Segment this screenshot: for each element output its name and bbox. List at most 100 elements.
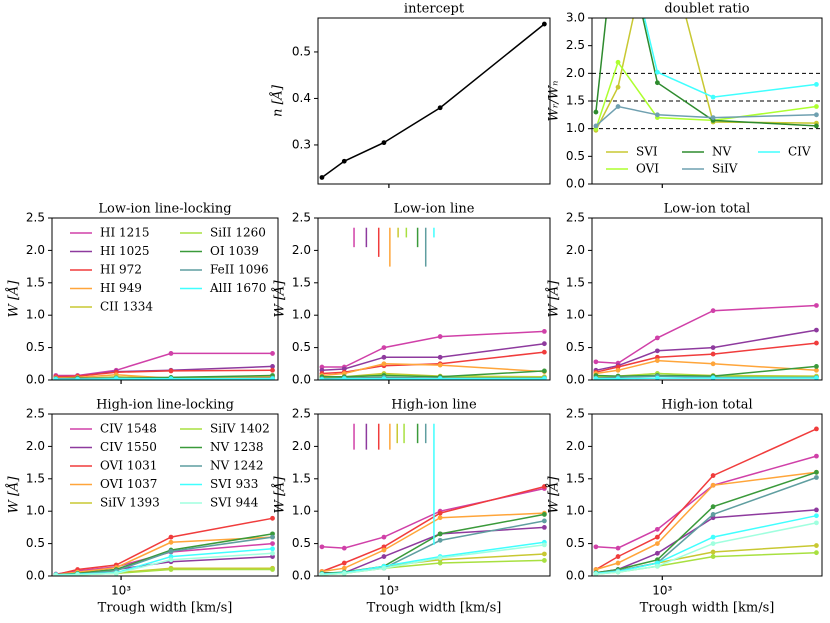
axes-frame — [591, 413, 823, 577]
data-point — [541, 525, 547, 530]
data-point — [319, 175, 325, 180]
y-tick-label: 0.0 — [566, 569, 585, 583]
y-tick-label: 0.5 — [292, 44, 311, 58]
data-point — [615, 569, 621, 575]
legend-label: CIV 1550 — [100, 440, 157, 454]
panel: intercept 0.3 0.4 0.5 n [Å] — [270, 2, 551, 188]
data-point — [814, 520, 819, 526]
data-point — [437, 362, 443, 368]
data-point — [541, 329, 547, 334]
data-point — [437, 510, 443, 516]
y-tick-label: 2.0 — [26, 439, 45, 453]
axes-frame — [591, 217, 823, 381]
data-point — [593, 544, 599, 550]
legend-label: SiII 1260 — [210, 226, 266, 240]
data-point — [710, 375, 716, 380]
data-point — [710, 345, 716, 350]
y-tick-label: 3.0 — [566, 11, 585, 25]
y-tick-label: 2.0 — [292, 439, 311, 453]
y-tick-label: 2.0 — [26, 243, 45, 257]
plot-area — [593, 18, 819, 133]
y-tick-label: 1.0 — [292, 308, 311, 322]
data-point — [437, 334, 443, 339]
y-axis-label: n [Å] — [270, 84, 286, 117]
data-point — [654, 375, 660, 380]
y-tick-label: 0.0 — [566, 177, 585, 191]
data-point — [270, 534, 275, 540]
series-line — [321, 377, 545, 380]
data-point — [654, 534, 660, 540]
legend: CIV 1548 CIV 1550 OVI 1031 OVI 1037 SiIV 139… — [70, 422, 270, 510]
y-tick-label: 0.5 — [292, 340, 311, 354]
x-tick-label: 10³ — [652, 584, 672, 598]
y-axis-label: W [Å] — [6, 280, 22, 318]
series-line — [321, 512, 545, 573]
data-point — [654, 348, 660, 354]
y-tick-label: 2.0 — [566, 66, 585, 80]
data-point — [168, 534, 174, 540]
data-point — [593, 359, 599, 365]
data-point — [168, 376, 174, 380]
legend-label: NV 1238 — [210, 440, 264, 454]
data-point — [270, 515, 275, 521]
data-point — [381, 554, 387, 559]
legend-label: SVI — [636, 145, 658, 159]
data-point — [710, 554, 716, 559]
data-point — [593, 109, 599, 115]
y-tick-label: 1.0 — [566, 308, 585, 322]
data-point — [615, 104, 621, 109]
data-point — [541, 558, 547, 563]
axes-frame — [51, 413, 279, 577]
series-line — [595, 377, 817, 380]
data-point — [710, 351, 716, 357]
data-point — [654, 550, 660, 556]
panel-title: High-ion line — [391, 398, 477, 413]
data-point — [168, 368, 174, 374]
data-point — [541, 484, 547, 489]
data-point — [814, 550, 819, 556]
y-tick-label: 2.5 — [566, 407, 585, 421]
data-point — [654, 541, 660, 546]
x-axis-label: Trough width [km/s] — [640, 601, 775, 616]
data-point — [168, 557, 174, 563]
y-tick-label: 2.0 — [566, 439, 585, 453]
data-point — [541, 551, 547, 557]
y-tick-label: 0.3 — [292, 137, 311, 151]
data-point — [710, 473, 716, 478]
legend-label: SiIV 1402 — [210, 422, 270, 436]
data-point — [168, 539, 174, 545]
y-tick-label: 1.5 — [26, 275, 45, 289]
data-point — [541, 512, 547, 517]
panel-title: High-ion line-locking — [96, 398, 234, 413]
data-point — [381, 547, 387, 553]
data-point — [437, 555, 443, 561]
panel: High-ion total 0.0 0.5 1.0 1.5 2.0 2.5 10³ Troug… — [546, 398, 823, 616]
y-tick-label: 0.5 — [566, 536, 585, 550]
data-point — [654, 112, 660, 118]
data-point — [710, 534, 716, 540]
y-tick-label: 2.0 — [566, 243, 585, 257]
x-tick-label: 10³ — [111, 584, 131, 598]
data-point — [381, 345, 387, 350]
y-tick-label: 1.5 — [26, 471, 45, 485]
y-tick-label: 0.0 — [566, 373, 585, 387]
data-point — [814, 363, 819, 369]
y-tick-label: 1.0 — [292, 504, 311, 518]
plot-area — [319, 227, 547, 380]
data-point — [654, 69, 660, 75]
legend-label: OVI 1031 — [100, 459, 157, 473]
panel: High-ion line-locking 0.0 0.5 1.0 1.5 2.0 2.5 1… — [6, 398, 279, 616]
y-axis-label: W [Å] — [6, 476, 22, 514]
data-point — [710, 94, 716, 100]
y-tick-label: 2.5 — [566, 211, 585, 225]
data-point — [75, 572, 80, 576]
legend-label: HI 1025 — [100, 244, 150, 258]
data-point — [615, 59, 621, 65]
legend-label: HI 972 — [100, 263, 142, 277]
data-point — [615, 84, 621, 90]
y-axis-label: W [Å] — [272, 476, 288, 514]
y-axis-label: W [Å] — [546, 280, 562, 318]
data-point — [615, 560, 621, 566]
data-point — [319, 572, 325, 576]
